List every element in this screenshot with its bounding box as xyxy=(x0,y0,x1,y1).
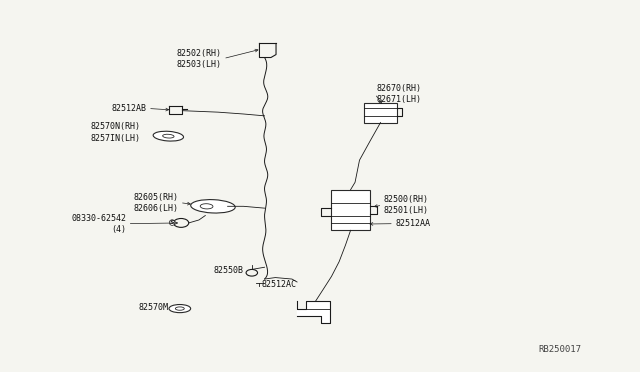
Text: 82512AA: 82512AA xyxy=(395,219,430,228)
Text: 82670(RH)
82671(LH): 82670(RH) 82671(LH) xyxy=(376,84,421,104)
Text: 82570N(RH)
8257IN(LH): 82570N(RH) 8257IN(LH) xyxy=(90,122,140,142)
Text: 82550B: 82550B xyxy=(214,266,244,275)
Text: 82502(RH)
82503(LH): 82502(RH) 82503(LH) xyxy=(176,49,221,69)
Ellipse shape xyxy=(163,134,174,138)
Ellipse shape xyxy=(169,305,191,312)
Text: 82512AB: 82512AB xyxy=(111,104,147,113)
Ellipse shape xyxy=(191,200,235,213)
Text: 82512AC: 82512AC xyxy=(261,280,296,289)
Ellipse shape xyxy=(175,307,184,310)
Text: 82500(RH)
82501(LH): 82500(RH) 82501(LH) xyxy=(384,195,429,215)
Text: S: S xyxy=(170,220,175,225)
Ellipse shape xyxy=(200,204,213,209)
Bar xyxy=(332,190,370,230)
Polygon shape xyxy=(297,301,330,323)
Text: 82605(RH)
82606(LH): 82605(RH) 82606(LH) xyxy=(134,193,179,213)
Text: 08330-62542
(4): 08330-62542 (4) xyxy=(71,214,126,234)
Ellipse shape xyxy=(153,131,184,141)
Text: RB250017: RB250017 xyxy=(538,345,581,354)
Bar xyxy=(364,103,397,123)
Text: 82570M: 82570M xyxy=(138,302,168,312)
